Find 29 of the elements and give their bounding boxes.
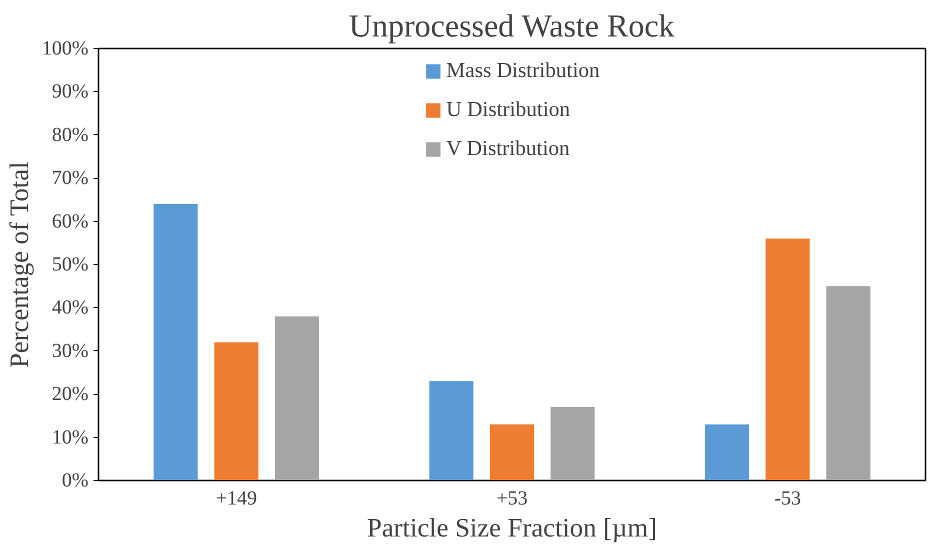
y-tick-label: 90% bbox=[52, 80, 89, 103]
x-tick-label: -53 bbox=[774, 488, 802, 510]
x-axis-title: Particle Size Fraction [µm] bbox=[367, 512, 657, 542]
x-tick-label: +53 bbox=[496, 488, 528, 510]
y-tick-label: 20% bbox=[52, 383, 89, 406]
y-tick-label: 60% bbox=[52, 210, 89, 232]
y-tick-label: 40% bbox=[52, 296, 89, 319]
bar bbox=[274, 316, 320, 480]
bar bbox=[826, 286, 870, 480]
bar bbox=[429, 381, 474, 480]
y-tick-label: 100% bbox=[42, 38, 89, 60]
y-tick-label: 30% bbox=[52, 340, 89, 362]
y-tick-label: 10% bbox=[52, 426, 89, 448]
x-tick-label: +149 bbox=[216, 488, 257, 510]
legend-label: U Distribution bbox=[446, 97, 570, 122]
y-axis-title: Percentage of Total bbox=[4, 162, 34, 368]
bar bbox=[154, 204, 198, 480]
y-tick-label: 0% bbox=[62, 470, 89, 492]
bar bbox=[214, 342, 258, 480]
y-tick-label: 50% bbox=[52, 254, 89, 276]
legend-label: V Distribution bbox=[446, 136, 570, 161]
chart-title: Unprocessed Waste Rock bbox=[348, 8, 675, 44]
bar bbox=[550, 407, 595, 480]
bar bbox=[704, 424, 750, 480]
y-tick-label: 70% bbox=[52, 167, 89, 190]
y-tick-label: 80% bbox=[52, 124, 89, 146]
bar bbox=[766, 238, 810, 480]
bar bbox=[490, 424, 534, 480]
legend-label: Mass Distribution bbox=[446, 58, 600, 83]
